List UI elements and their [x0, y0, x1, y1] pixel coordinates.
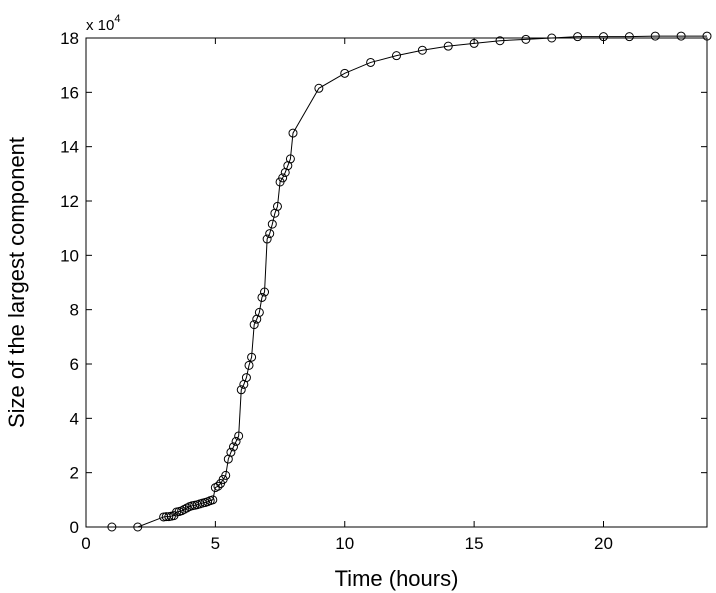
data-point: [521, 34, 531, 44]
data-point: [231, 436, 241, 446]
x-tick-label: 0: [81, 534, 90, 553]
y-tick-label: 10: [60, 246, 79, 265]
y-tick-label: 16: [60, 83, 79, 102]
series-layer: [107, 31, 712, 532]
y-tick-label: 4: [70, 409, 79, 428]
data-point: [366, 57, 376, 67]
data-point: [624, 32, 634, 42]
y-tick-label: 0: [70, 518, 79, 537]
data-point: [443, 41, 453, 51]
data-point: [249, 320, 259, 330]
x-tick-label: 15: [465, 534, 484, 553]
data-point: [573, 32, 583, 42]
data-point: [226, 447, 236, 457]
data-point: [340, 68, 350, 78]
y-tick-label: 12: [60, 192, 79, 211]
y-tick-label: 18: [60, 29, 79, 48]
data-point: [260, 287, 270, 297]
y-multiplier-label: x 104: [86, 13, 120, 34]
x-axis: 0 5 10 15 20: [81, 38, 613, 553]
y-tick-label: 2: [70, 464, 79, 483]
data-point: [267, 219, 277, 229]
series-line: [111, 35, 707, 528]
data-point: [236, 385, 246, 395]
data-point: [495, 36, 505, 46]
data-point: [314, 83, 324, 93]
y-multiplier-base: x 10: [86, 17, 114, 34]
data-point: [247, 352, 257, 362]
data-point: [234, 431, 244, 441]
x-tick-label: 5: [211, 534, 220, 553]
data-point: [278, 173, 288, 183]
x-tick-label: 20: [594, 534, 613, 553]
data-point: [254, 307, 264, 317]
data-point: [650, 31, 660, 41]
plot-frame: [85, 37, 708, 528]
data-point: [265, 229, 275, 239]
data-point: [262, 234, 272, 244]
data-point: [179, 504, 189, 514]
x-tick-label: 10: [335, 534, 354, 553]
data-point: [257, 292, 267, 302]
y-tick-label: 6: [70, 355, 79, 374]
y-tick-label: 8: [70, 301, 79, 320]
data-point: [417, 45, 427, 55]
data-point: [182, 503, 192, 513]
data-point: [221, 470, 231, 480]
y-axis: 0 2 4 6 8 10 12 14 16 18: [60, 29, 707, 537]
data-point: [228, 442, 238, 452]
data-point: [392, 51, 401, 61]
data-point: [241, 373, 251, 383]
data-point: [272, 201, 282, 211]
x-axis-label: Time (hours): [335, 566, 459, 591]
data-point: [177, 506, 187, 516]
y-tick-label: 14: [60, 138, 79, 157]
data-point: [676, 31, 686, 41]
data-point: [285, 154, 295, 164]
data-point: [208, 495, 218, 505]
data-point: [213, 481, 223, 491]
y-multiplier-exponent: 4: [114, 13, 120, 25]
data-point: [288, 128, 298, 138]
y-axis-label: Size of the largest component: [4, 137, 29, 428]
data-point: [244, 360, 254, 370]
